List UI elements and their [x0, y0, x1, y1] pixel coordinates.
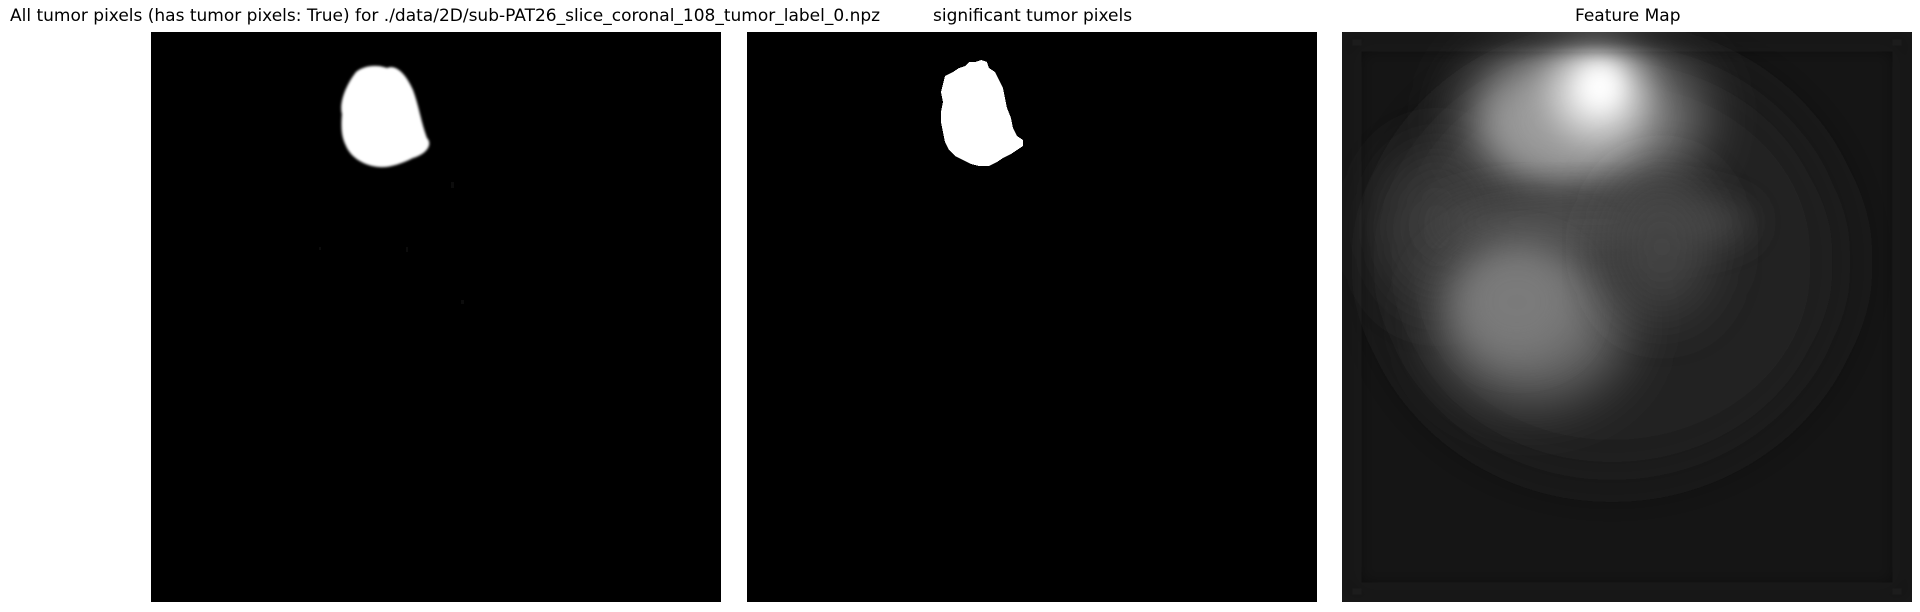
image-background — [151, 32, 721, 602]
feature-border — [1343, 33, 1911, 601]
faint-specks — [319, 182, 464, 304]
panel-title-all-tumor-pixels: All tumor pixels (has tumor pixels: True… — [10, 6, 881, 26]
feature-map-image — [1342, 32, 1912, 602]
panel-title-feature-map: Feature Map — [1575, 6, 1681, 26]
all-tumor-pixels-image — [151, 32, 721, 602]
tumor-blob — [341, 65, 430, 168]
image-background — [747, 32, 1317, 602]
significant-tumor-pixels-svg — [747, 32, 1317, 602]
feature-hotspot-core — [1580, 65, 1620, 109]
feature-right-region — [1612, 177, 1712, 317]
feature-lower-core — [1457, 247, 1577, 357]
panel-title-significant-tumor-pixels: significant tumor pixels — [933, 6, 1133, 26]
significant-tumor-pixels-image — [747, 32, 1317, 602]
tumor-mask — [941, 60, 1023, 166]
feature-map-svg — [1342, 32, 1912, 602]
all-tumor-pixels-svg — [151, 32, 721, 602]
